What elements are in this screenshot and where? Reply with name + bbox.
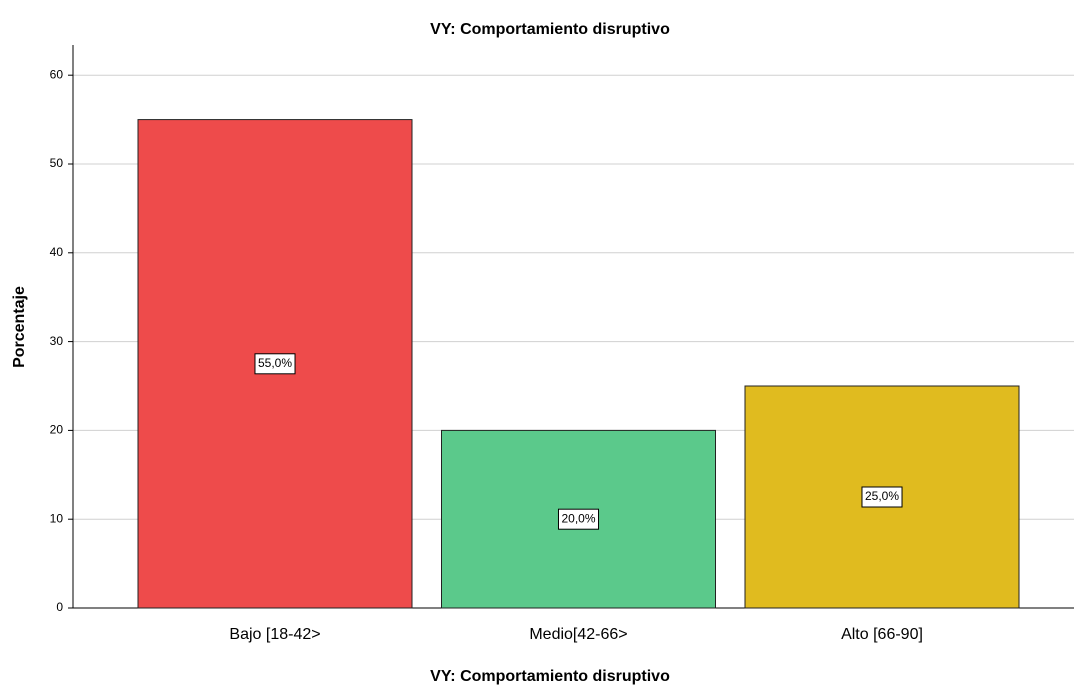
- y-tick-label: 40: [50, 245, 64, 259]
- value-label-box: [861, 486, 903, 508]
- y-tick-label: 0: [56, 600, 63, 614]
- y-tick-label: 50: [50, 156, 64, 170]
- value-label-box: [254, 353, 296, 375]
- y-tick-label: 10: [50, 511, 64, 525]
- y-tick-label: 60: [50, 67, 64, 81]
- x-tick-label: Alto [66-90]: [841, 626, 923, 643]
- value-label-box: [557, 508, 600, 530]
- y-tick-label: 30: [50, 334, 64, 348]
- chart-title: VY: Comportamiento disruptivo: [430, 21, 670, 38]
- value-label: 55,0%: [258, 356, 292, 370]
- y-tick-label: 20: [50, 423, 64, 437]
- value-label: 20,0%: [561, 511, 595, 525]
- y-axis-label: Porcentaje: [11, 286, 28, 368]
- x-tick-label: Bajo [18-42>: [229, 626, 320, 643]
- x-tick-label: Medio[42-66>: [529, 626, 627, 643]
- value-label: 25,0%: [865, 489, 899, 503]
- x-axis-label: VY: Comportamiento disruptivo: [430, 668, 670, 685]
